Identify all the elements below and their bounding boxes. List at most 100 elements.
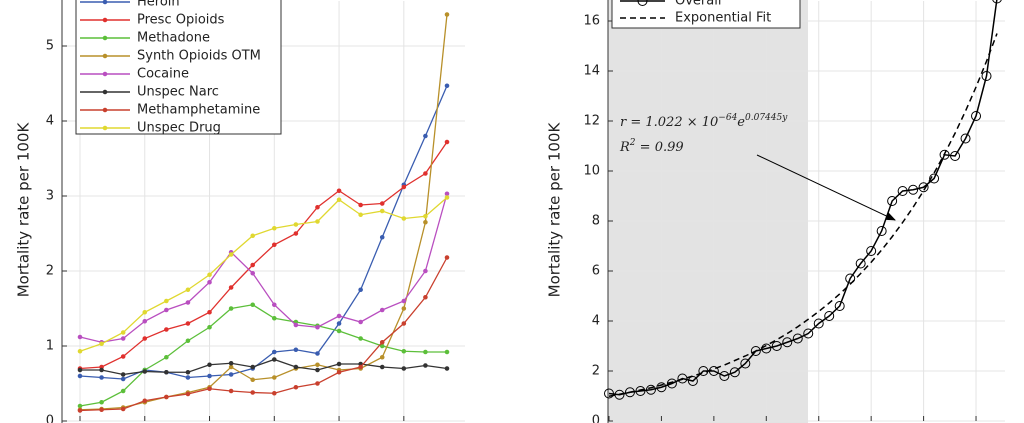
data-point (444, 195, 450, 200)
data-point (315, 219, 320, 224)
data-point (423, 171, 428, 176)
data-point (185, 321, 191, 326)
y-tick-label: 0 (592, 414, 600, 423)
y-tick-label: 0 (46, 414, 54, 423)
data-point (379, 201, 385, 206)
data-point (77, 367, 83, 373)
data-point (782, 337, 793, 348)
data-point (971, 111, 982, 121)
r-squared-part: = 0.99 (636, 140, 684, 155)
left-panel: 0 1 2 3 4 5 Mortality rate per 100K Heroin Presc… (15, 0, 465, 423)
data-point (250, 364, 256, 370)
data-point (228, 360, 234, 366)
y-tick-label: 5 (46, 39, 54, 54)
data-point (358, 212, 363, 218)
data-point (164, 354, 169, 360)
y-tick-label: 4 (592, 314, 600, 329)
series-line (608, 0, 998, 396)
data-point (293, 384, 299, 390)
data-point (401, 321, 407, 326)
data-point (271, 225, 277, 231)
data-point (315, 362, 320, 368)
data-point (444, 255, 450, 260)
data-point (99, 407, 104, 413)
data-point (250, 233, 256, 239)
data-point (687, 376, 698, 386)
y-tick-label: 4 (46, 114, 54, 129)
data-point (444, 349, 450, 355)
series-line (80, 358, 448, 376)
r-squared: R2 = 0.99 (619, 138, 684, 155)
data-point (120, 354, 126, 359)
data-point (401, 184, 407, 190)
legend-label: Overall (675, 0, 721, 9)
data-point (228, 285, 234, 290)
legend-label: Unspec Drug (137, 121, 221, 136)
y-tick-label: 3 (46, 189, 54, 204)
data-point (271, 242, 277, 248)
data-point (271, 390, 277, 396)
data-point (379, 364, 385, 370)
data-point (120, 388, 126, 394)
data-point (897, 186, 908, 196)
data-point (250, 262, 256, 268)
data-point (315, 324, 320, 330)
data-point (336, 328, 342, 334)
data-point (358, 336, 363, 341)
data-point (358, 287, 363, 293)
data-point (908, 184, 919, 195)
y-tick-label: 16 (583, 14, 600, 29)
data-point (423, 133, 428, 139)
data-point (423, 294, 428, 300)
data-point (142, 398, 148, 404)
legend-marker (102, 35, 108, 41)
data-point (185, 287, 191, 293)
data-point (271, 315, 277, 321)
data-point (950, 151, 961, 161)
y-axis-label: Mortality rate per 100K (546, 122, 564, 298)
r-squared-part: 2 (629, 138, 636, 148)
data-point (228, 364, 234, 370)
legend-box (611, 0, 801, 29)
data-point (99, 399, 104, 405)
data-point (250, 390, 256, 395)
data-point (207, 362, 212, 368)
data-point (379, 343, 385, 349)
data-point (824, 311, 835, 321)
data-point (293, 231, 299, 236)
data-point (444, 83, 450, 89)
series-line (79, 197, 448, 352)
data-point (939, 149, 950, 160)
data-point (77, 408, 83, 413)
legend-marker (102, 17, 108, 23)
legend-marker (102, 107, 108, 113)
y-tick-label: 2 (592, 364, 600, 379)
y-tick-label: 1 (46, 339, 54, 354)
data-point (677, 373, 688, 384)
data-point (855, 258, 866, 269)
data-point (77, 334, 83, 340)
data-point (207, 373, 212, 379)
data-point (887, 196, 898, 206)
data-point (120, 330, 126, 335)
r-squared-part: R (619, 140, 630, 155)
data-point (315, 381, 320, 386)
data-point (444, 366, 450, 371)
data-point (845, 273, 856, 284)
data-point (228, 306, 234, 311)
data-point (142, 369, 148, 374)
data-point (645, 384, 656, 395)
data-point (876, 226, 887, 236)
data-point (604, 388, 614, 399)
data-point (803, 328, 814, 339)
data-point (185, 375, 191, 380)
data-point (293, 222, 299, 227)
data-point (207, 324, 212, 330)
data-point (77, 373, 83, 379)
data-point (666, 378, 677, 389)
data-point (813, 318, 824, 329)
legend-marker (637, 0, 648, 6)
legend-label: Methadone (137, 31, 210, 46)
data-point (120, 372, 126, 377)
data-point (315, 204, 320, 210)
